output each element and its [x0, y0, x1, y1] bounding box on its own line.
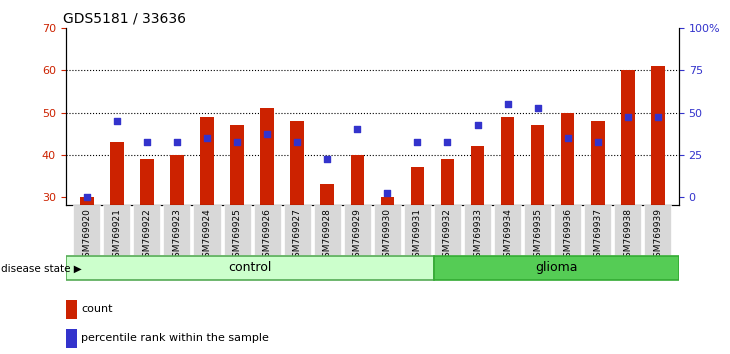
FancyBboxPatch shape — [645, 205, 672, 255]
Bar — [501, 117, 515, 205]
Bar — [531, 125, 545, 205]
Bar — [320, 184, 334, 205]
Bar — [380, 197, 394, 205]
Point — [141, 139, 153, 145]
FancyBboxPatch shape — [614, 205, 642, 255]
Bar — [230, 125, 244, 205]
Text: GSM769921: GSM769921 — [112, 208, 121, 263]
Text: GSM769932: GSM769932 — [443, 208, 452, 263]
Point — [531, 105, 543, 111]
FancyBboxPatch shape — [344, 205, 371, 255]
Bar — [410, 167, 424, 205]
Bar — [200, 117, 214, 205]
Text: GSM769938: GSM769938 — [623, 208, 632, 263]
Point — [81, 194, 93, 200]
FancyBboxPatch shape — [434, 256, 679, 280]
Bar — [591, 121, 604, 205]
Text: GSM769939: GSM769939 — [653, 208, 662, 263]
Text: control: control — [228, 261, 272, 274]
Point — [171, 139, 182, 145]
Bar — [170, 155, 184, 205]
Point — [592, 139, 604, 145]
Text: GSM769924: GSM769924 — [202, 208, 212, 263]
Bar — [110, 142, 123, 205]
Bar — [621, 70, 634, 205]
Bar — [140, 159, 153, 205]
Text: GSM769930: GSM769930 — [383, 208, 392, 263]
Bar — [66, 300, 77, 319]
Point — [622, 114, 634, 120]
Bar — [261, 108, 274, 205]
Bar — [291, 121, 304, 205]
FancyBboxPatch shape — [494, 205, 521, 255]
Text: percentile rank within the sample: percentile rank within the sample — [81, 333, 269, 343]
Point — [201, 135, 213, 141]
Text: GSM769933: GSM769933 — [473, 208, 482, 263]
Bar — [66, 329, 77, 348]
Bar — [441, 159, 454, 205]
Point — [412, 139, 423, 145]
FancyBboxPatch shape — [193, 205, 220, 255]
Text: count: count — [81, 304, 112, 314]
FancyBboxPatch shape — [103, 205, 131, 255]
Text: GSM769926: GSM769926 — [263, 208, 272, 263]
Bar — [651, 66, 664, 205]
Point — [502, 101, 513, 107]
Text: GSM769936: GSM769936 — [563, 208, 572, 263]
FancyBboxPatch shape — [434, 205, 461, 255]
FancyBboxPatch shape — [66, 256, 434, 280]
Point — [291, 139, 303, 145]
Text: GSM769929: GSM769929 — [353, 208, 362, 263]
FancyBboxPatch shape — [73, 205, 100, 255]
FancyBboxPatch shape — [314, 205, 341, 255]
Text: GSM769935: GSM769935 — [533, 208, 542, 263]
FancyBboxPatch shape — [223, 205, 250, 255]
Point — [321, 156, 333, 162]
FancyBboxPatch shape — [554, 205, 581, 255]
FancyBboxPatch shape — [404, 205, 431, 255]
Text: GSM769927: GSM769927 — [293, 208, 301, 263]
FancyBboxPatch shape — [464, 205, 491, 255]
Point — [652, 114, 664, 120]
FancyBboxPatch shape — [164, 205, 191, 255]
Bar — [350, 155, 364, 205]
Bar — [80, 197, 93, 205]
FancyBboxPatch shape — [584, 205, 611, 255]
Text: GDS5181 / 33636: GDS5181 / 33636 — [63, 12, 185, 26]
Text: glioma: glioma — [535, 261, 577, 274]
Bar — [561, 113, 575, 205]
Text: GSM769934: GSM769934 — [503, 208, 512, 263]
Text: GSM769928: GSM769928 — [323, 208, 331, 263]
Text: GSM769920: GSM769920 — [82, 208, 91, 263]
Point — [261, 131, 273, 137]
Text: GSM769923: GSM769923 — [172, 208, 182, 263]
FancyBboxPatch shape — [134, 205, 161, 255]
Point — [562, 135, 574, 141]
Text: GSM769925: GSM769925 — [233, 208, 242, 263]
Point — [351, 127, 363, 132]
Text: disease state ▶: disease state ▶ — [1, 263, 82, 273]
Bar — [471, 146, 484, 205]
FancyBboxPatch shape — [374, 205, 401, 255]
Point — [382, 190, 393, 195]
Text: GSM769937: GSM769937 — [593, 208, 602, 263]
Point — [111, 118, 123, 124]
Point — [231, 139, 243, 145]
Point — [442, 139, 453, 145]
FancyBboxPatch shape — [284, 205, 311, 255]
Text: GSM769931: GSM769931 — [413, 208, 422, 263]
Text: GSM769922: GSM769922 — [142, 208, 151, 263]
FancyBboxPatch shape — [524, 205, 551, 255]
FancyBboxPatch shape — [253, 205, 280, 255]
Point — [472, 122, 483, 128]
